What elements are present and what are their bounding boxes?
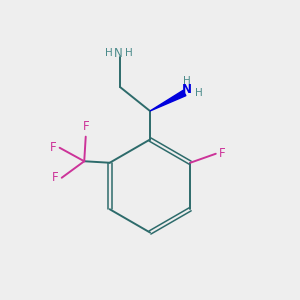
Text: F: F bbox=[50, 141, 56, 154]
Text: H: H bbox=[183, 76, 190, 86]
Text: F: F bbox=[52, 171, 58, 184]
Text: H: H bbox=[195, 88, 203, 98]
Text: N: N bbox=[114, 47, 123, 61]
Text: H: H bbox=[125, 48, 133, 59]
Text: H: H bbox=[105, 48, 112, 59]
Text: F: F bbox=[82, 120, 89, 133]
Text: N: N bbox=[182, 83, 192, 96]
Text: F: F bbox=[219, 147, 226, 160]
Polygon shape bbox=[150, 90, 186, 111]
